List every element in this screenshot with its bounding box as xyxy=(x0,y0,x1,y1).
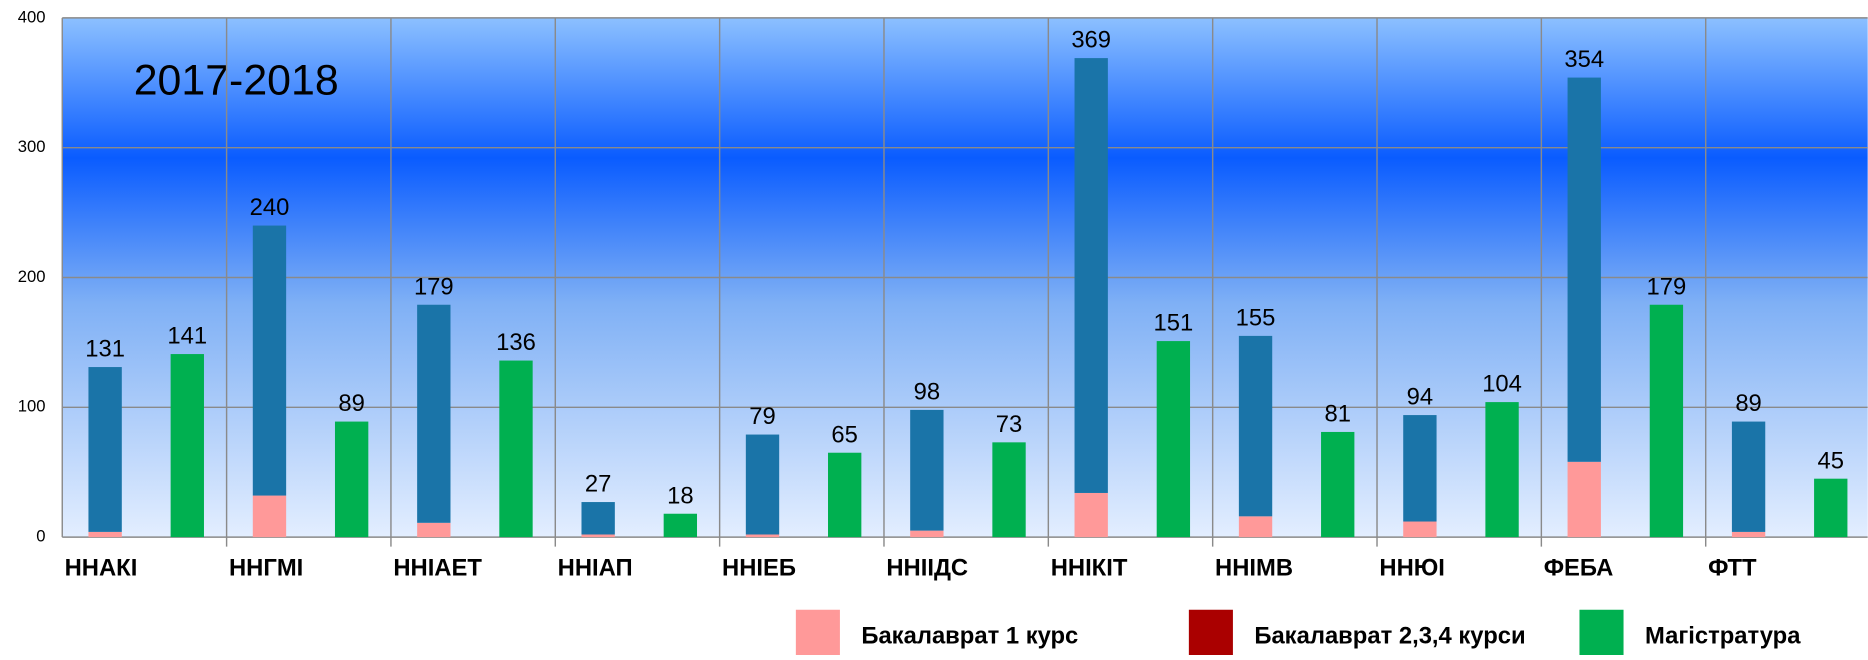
x-tick-label: ННІЕБ xyxy=(722,555,796,582)
bar xyxy=(745,434,780,535)
bar xyxy=(252,495,287,538)
data-label: 151 xyxy=(1154,310,1194,337)
y-tick-label: 300 xyxy=(18,137,46,156)
data-label: 354 xyxy=(1564,46,1604,73)
data-label: 369 xyxy=(1071,27,1111,54)
annotation: 2017-2018 xyxy=(134,57,339,105)
bar xyxy=(88,367,122,532)
data-label: 104 xyxy=(1482,371,1522,398)
bar xyxy=(1321,431,1355,538)
data-label: 155 xyxy=(1236,305,1276,332)
data-label: 73 xyxy=(996,411,1022,438)
y-tick-label: 400 xyxy=(18,7,46,26)
x-tick-label: ННАКІ xyxy=(65,555,138,582)
data-label: 240 xyxy=(250,194,290,221)
bar xyxy=(1567,461,1601,538)
bar xyxy=(499,360,533,538)
data-label: 131 xyxy=(85,336,125,363)
data-label: 98 xyxy=(914,379,940,406)
bar xyxy=(1814,478,1848,538)
bar xyxy=(581,502,615,535)
legend-label: Магістратура xyxy=(1645,622,1801,649)
data-label: 141 xyxy=(167,323,207,350)
data-label: 65 xyxy=(831,421,857,448)
x-tick-label: ФТТ xyxy=(1708,555,1757,582)
bar xyxy=(1731,531,1766,538)
data-label: 79 xyxy=(749,403,775,430)
x-tick-label: ННІАЕТ xyxy=(393,555,482,582)
x-tick-label: ННІАП xyxy=(558,555,633,582)
x-tick-label: ФЕБА xyxy=(1544,555,1614,582)
bar xyxy=(910,409,944,531)
legend-swatch xyxy=(1579,609,1624,655)
bar xyxy=(663,513,698,538)
data-label: 136 xyxy=(496,329,536,356)
y-tick-label: 200 xyxy=(18,267,46,286)
data-label: 27 xyxy=(585,471,611,498)
legend-label: Бакалаврат 1 курс xyxy=(861,622,1078,649)
x-tick-label: ННГМІ xyxy=(229,555,303,582)
bar xyxy=(1567,77,1601,462)
data-label: 179 xyxy=(1647,273,1687,300)
data-label: 45 xyxy=(1818,447,1844,474)
bar xyxy=(1074,492,1108,538)
bar xyxy=(417,522,451,538)
x-tick-label: ННЮІ xyxy=(1379,555,1445,582)
y-tick-label: 0 xyxy=(36,527,45,546)
data-label: 89 xyxy=(1735,390,1761,417)
data-label: 179 xyxy=(414,273,454,300)
data-label: 89 xyxy=(338,390,364,417)
bar xyxy=(170,354,204,538)
legend-swatch xyxy=(1188,609,1233,655)
bar xyxy=(910,530,944,538)
bar xyxy=(417,304,451,523)
bar xyxy=(1156,341,1191,538)
data-label: 81 xyxy=(1324,401,1350,428)
bar xyxy=(1485,402,1519,538)
bar xyxy=(252,225,287,496)
bar xyxy=(88,531,122,538)
legend-label: Бакалаврат 2,3,4 курси xyxy=(1254,622,1525,649)
bar xyxy=(828,452,862,538)
y-tick-label: 100 xyxy=(18,397,46,416)
bar xyxy=(581,534,615,538)
x-tick-label: ННІІДС xyxy=(886,555,968,582)
bar xyxy=(1731,421,1766,532)
bar xyxy=(1238,516,1273,538)
bar xyxy=(334,421,369,538)
bar xyxy=(745,534,780,538)
data-label: 18 xyxy=(667,482,693,509)
bar xyxy=(1074,58,1108,493)
bar xyxy=(1403,415,1437,522)
x-tick-label: ННІКІТ xyxy=(1051,555,1128,582)
bar xyxy=(1238,335,1273,517)
x-tick-label: ННІМВ xyxy=(1215,555,1293,582)
bar xyxy=(992,442,1026,538)
data-label: 94 xyxy=(1407,384,1433,411)
bar xyxy=(1403,521,1437,538)
legend-swatch xyxy=(795,609,840,655)
bar xyxy=(1649,304,1684,538)
